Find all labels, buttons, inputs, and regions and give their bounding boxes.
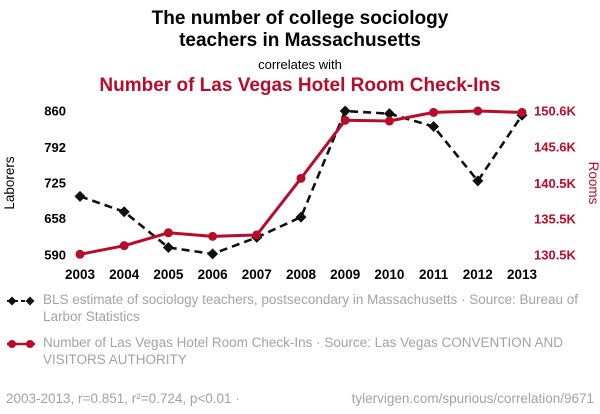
- right-axis-tick: 130.5K: [534, 247, 577, 262]
- diamond-marker: [472, 175, 484, 187]
- diamond-marker: [295, 211, 307, 223]
- right-axis-title: Rooms: [586, 161, 600, 204]
- circle-marker: [163, 228, 173, 238]
- circle-marker: [296, 173, 306, 183]
- footer-stats: 2003-2013, r=0.851, r²=0.724, p<0.01 ·: [6, 391, 240, 406]
- right-axis-tick: 140.5K: [534, 176, 577, 191]
- right-axis-tick: 135.5K: [534, 211, 577, 226]
- circle-marker: [252, 230, 262, 240]
- legend: BLS estimate of sociology teachers, post…: [0, 291, 600, 369]
- diamond-marker: [383, 107, 395, 119]
- x-axis-tick: 2012: [463, 267, 493, 282]
- diamond-marker: [162, 241, 174, 253]
- x-axis-tick: 2010: [374, 267, 404, 282]
- legend-item-teachers: BLS estimate of sociology teachers, post…: [6, 291, 594, 326]
- left-axis-tick: 725: [44, 175, 66, 190]
- x-axis-tick: 2011: [419, 267, 449, 282]
- x-axis-tick: 2006: [198, 267, 229, 282]
- left-axis-title: Laborers: [2, 156, 17, 210]
- legend-label-checkins: Number of Las Vegas Hotel Room Check-Ins…: [43, 334, 563, 368]
- left-axis-tick: 658: [44, 211, 66, 226]
- circle-marker: [208, 231, 218, 241]
- left-axis-tick: 792: [44, 140, 66, 155]
- x-axis-tick: 2008: [286, 267, 317, 282]
- chart-svg: 590 658 725 792 860 130.5K 135.5K 140.5K 145.6K 1…: [2, 103, 600, 282]
- correlates-with-label: correlates with: [258, 56, 342, 72]
- circle-marker: [429, 107, 439, 117]
- right-axis-tick: 150.6K: [534, 103, 577, 118]
- circle-marker: [75, 249, 85, 259]
- solid-dot-line-icon: [6, 334, 36, 355]
- diamond-marker: [339, 105, 351, 117]
- circle-marker: [473, 106, 483, 116]
- left-axis-tick: 860: [44, 103, 66, 118]
- footer-link: tylervigen.com/spurious/correlation/9671: [351, 391, 594, 406]
- x-axis-tick: 2003: [65, 267, 96, 282]
- circle-marker: [119, 240, 129, 250]
- x-axis-tick: 2004: [109, 267, 140, 282]
- x-axis-tick: 2013: [507, 267, 538, 282]
- left-axis-tick: 590: [44, 247, 66, 262]
- diamond-marker: [428, 120, 440, 132]
- circle-marker: [384, 116, 394, 126]
- chart: 590 658 725 792 860 130.5K 135.5K 140.5K 145.6K 1…: [0, 99, 600, 287]
- x-axis-tick: 2009: [330, 267, 360, 282]
- diamond-marker: [207, 248, 219, 260]
- x-axis-tick: 2007: [242, 267, 272, 282]
- chart-title-primary: The number of college sociology teachers…: [151, 8, 449, 52]
- dashed-diamond-line-icon: [6, 291, 36, 312]
- legend-item-checkins: Number of Las Vegas Hotel Room Check-Ins…: [6, 334, 594, 369]
- x-axis-tick: 2005: [153, 267, 184, 282]
- legend-label-teachers: BLS estimate of sociology teachers, post…: [43, 291, 579, 325]
- diamond-marker: [74, 190, 86, 202]
- footer: 2003-2013, r=0.851, r²=0.724, p<0.01 · t…: [0, 391, 600, 406]
- diamond-marker: [118, 206, 130, 218]
- circle-marker: [340, 115, 350, 125]
- circle-marker: [517, 107, 527, 117]
- right-axis-tick: 145.6K: [534, 139, 577, 154]
- chart-title-secondary: Number of Las Vegas Hotel Room Check-Ins: [99, 74, 501, 96]
